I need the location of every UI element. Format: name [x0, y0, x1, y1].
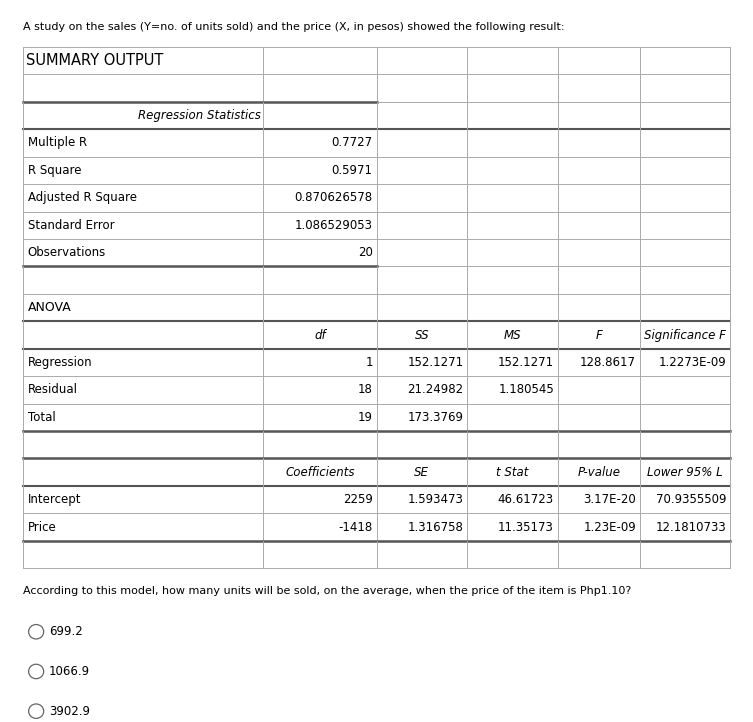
- Text: Coefficients: Coefficients: [285, 466, 355, 479]
- Text: 70.9355509: 70.9355509: [656, 493, 727, 506]
- Text: 0.5971: 0.5971: [332, 164, 373, 177]
- Text: 3.17E-20: 3.17E-20: [584, 493, 636, 506]
- Text: 19: 19: [358, 411, 373, 424]
- Text: SS: SS: [414, 329, 429, 342]
- Text: MS: MS: [504, 329, 521, 342]
- Text: 11.35173: 11.35173: [498, 521, 554, 534]
- Text: Adjusted R Square: Adjusted R Square: [28, 191, 137, 204]
- Text: 173.3769: 173.3769: [407, 411, 463, 424]
- Text: Lower 95% L: Lower 95% L: [648, 466, 723, 479]
- Text: Price: Price: [28, 521, 56, 534]
- Text: Multiple R: Multiple R: [28, 136, 87, 149]
- Text: Standard Error: Standard Error: [28, 219, 114, 232]
- Text: 18: 18: [358, 383, 373, 396]
- Text: 0.870626578: 0.870626578: [294, 191, 373, 204]
- Text: -1418: -1418: [339, 521, 373, 534]
- Text: df: df: [314, 329, 326, 342]
- Text: R Square: R Square: [28, 164, 81, 177]
- Text: According to this model, how many units will be sold, on the average, when the p: According to this model, how many units …: [23, 586, 631, 596]
- Text: SUMMARY OUTPUT: SUMMARY OUTPUT: [26, 53, 163, 68]
- Text: Observations: Observations: [28, 246, 106, 259]
- Text: 128.8617: 128.8617: [580, 356, 636, 369]
- Text: 152.1271: 152.1271: [498, 356, 554, 369]
- Text: Total: Total: [28, 411, 56, 424]
- Text: 1.593473: 1.593473: [407, 493, 463, 506]
- Text: 1.316758: 1.316758: [407, 521, 463, 534]
- Text: 21.24982: 21.24982: [407, 383, 463, 396]
- Text: 1.086529053: 1.086529053: [294, 219, 373, 232]
- Text: ANOVA: ANOVA: [28, 301, 72, 314]
- Text: 1: 1: [365, 356, 373, 369]
- Text: 699.2: 699.2: [49, 625, 83, 638]
- Text: A study on the sales (Y=no. of units sold) and the price (X, in pesos) showed th: A study on the sales (Y=no. of units sol…: [23, 22, 564, 32]
- Text: 152.1271: 152.1271: [407, 356, 463, 369]
- Text: SE: SE: [414, 466, 429, 479]
- Text: t Stat: t Stat: [496, 466, 529, 479]
- Text: Significance F: Significance F: [644, 329, 726, 342]
- Text: 3902.9: 3902.9: [49, 705, 90, 718]
- Text: 1.2273E-09: 1.2273E-09: [659, 356, 727, 369]
- Text: 1.180545: 1.180545: [498, 383, 554, 396]
- Text: 2259: 2259: [343, 493, 373, 506]
- Text: 20: 20: [358, 246, 373, 259]
- Text: 12.1810733: 12.1810733: [656, 521, 727, 534]
- Text: Regression: Regression: [28, 356, 93, 369]
- Text: Regression Statistics: Regression Statistics: [138, 109, 261, 122]
- Text: P-value: P-value: [578, 466, 620, 479]
- Text: 1.23E-09: 1.23E-09: [584, 521, 636, 534]
- Text: 1066.9: 1066.9: [49, 665, 90, 678]
- Text: F: F: [596, 329, 602, 342]
- Text: 0.7727: 0.7727: [331, 136, 373, 149]
- Text: Intercept: Intercept: [28, 493, 81, 506]
- Text: 46.61723: 46.61723: [498, 493, 554, 506]
- Text: Residual: Residual: [28, 383, 78, 396]
